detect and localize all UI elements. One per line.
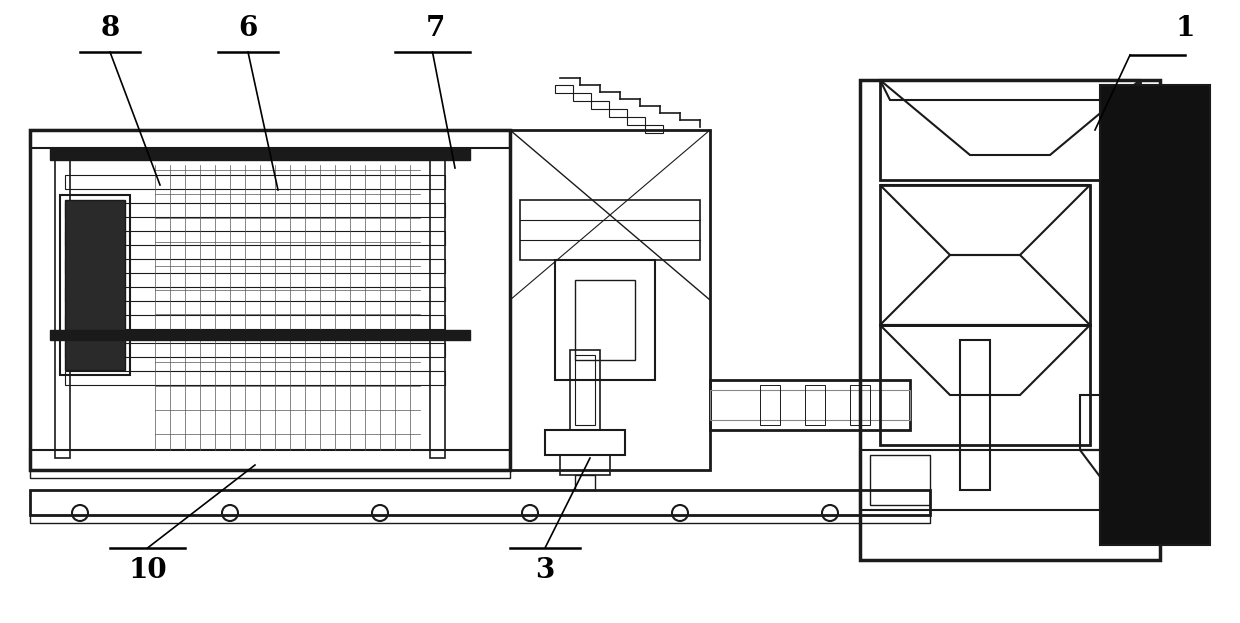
Bar bbox=[64, 343, 445, 357]
Bar bbox=[520, 200, 701, 260]
Bar bbox=[30, 130, 510, 148]
Bar bbox=[861, 450, 1100, 510]
Text: 6: 6 bbox=[238, 14, 258, 42]
Bar bbox=[30, 515, 930, 523]
Bar bbox=[711, 390, 910, 420]
Text: 10: 10 bbox=[129, 556, 167, 584]
Text: 8: 8 bbox=[100, 14, 119, 42]
Bar bbox=[560, 455, 610, 475]
Text: 7: 7 bbox=[425, 14, 445, 42]
Bar bbox=[861, 80, 1159, 560]
Bar bbox=[30, 490, 930, 515]
Bar bbox=[64, 200, 125, 370]
Bar bbox=[609, 109, 627, 117]
Bar bbox=[64, 231, 445, 245]
Bar bbox=[575, 475, 595, 490]
Bar bbox=[30, 130, 510, 470]
Bar bbox=[575, 280, 635, 360]
Bar bbox=[880, 325, 1090, 445]
Bar bbox=[30, 470, 510, 478]
Bar bbox=[50, 148, 470, 160]
Bar bbox=[64, 259, 445, 273]
Bar bbox=[64, 203, 445, 217]
Bar bbox=[510, 130, 711, 470]
Bar bbox=[546, 430, 625, 455]
Bar bbox=[591, 101, 609, 109]
Bar bbox=[64, 371, 445, 385]
Bar bbox=[805, 385, 825, 425]
Bar bbox=[430, 148, 445, 458]
Bar bbox=[60, 195, 130, 375]
Bar bbox=[50, 330, 470, 340]
Bar bbox=[570, 350, 600, 430]
Bar bbox=[556, 85, 573, 93]
Bar bbox=[573, 93, 591, 101]
Bar bbox=[30, 450, 510, 470]
Bar bbox=[645, 125, 663, 133]
Bar bbox=[849, 385, 870, 425]
Bar bbox=[64, 315, 445, 329]
Bar bbox=[556, 260, 655, 380]
Bar bbox=[870, 455, 930, 505]
Bar bbox=[760, 385, 780, 425]
Bar bbox=[880, 80, 1140, 180]
Bar bbox=[64, 175, 445, 189]
Bar bbox=[880, 185, 1090, 325]
Bar bbox=[1100, 85, 1210, 545]
Text: 1: 1 bbox=[1176, 14, 1194, 42]
Bar bbox=[711, 380, 910, 430]
Bar bbox=[64, 287, 445, 301]
Bar bbox=[55, 148, 69, 458]
Bar bbox=[575, 355, 595, 425]
Bar bbox=[1080, 395, 1159, 450]
Text: 3: 3 bbox=[536, 556, 554, 584]
Bar bbox=[960, 340, 990, 490]
Bar bbox=[627, 117, 645, 125]
